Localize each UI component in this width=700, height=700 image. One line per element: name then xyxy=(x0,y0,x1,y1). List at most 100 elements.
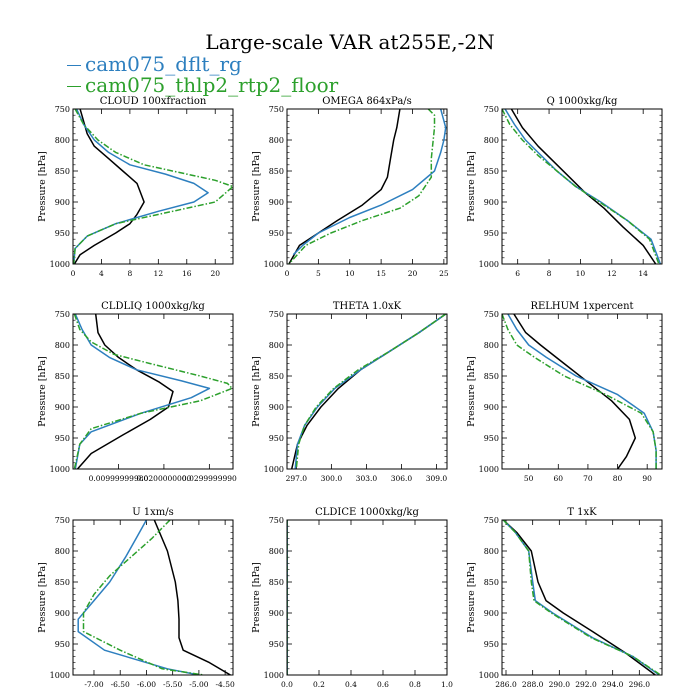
panel-title: THETA 1.0xK xyxy=(333,301,402,312)
y-tick-label: 850 xyxy=(55,167,70,176)
y-tick-label: 750 xyxy=(269,516,284,525)
y-tick-label: 950 xyxy=(55,640,70,649)
y-axis-label: Pressure [hPa] xyxy=(37,562,48,633)
plot-frame xyxy=(72,313,234,470)
legend-label: cam075_dflt_rg xyxy=(85,52,242,76)
series-line-1 xyxy=(502,109,660,264)
plot-frame xyxy=(72,519,234,676)
y-tick-label: 850 xyxy=(484,372,499,381)
y-tick-label: 1000 xyxy=(50,671,70,680)
x-tick-label: 303.0 xyxy=(356,474,378,483)
series-line-2 xyxy=(73,109,145,264)
y-tick-label: 900 xyxy=(269,403,284,412)
panel-title: RELHUM 1xpercent xyxy=(530,301,633,312)
panel-title: Q 1000xkg/kg xyxy=(547,96,618,107)
y-tick-label: 900 xyxy=(55,198,70,207)
series-line-1 xyxy=(73,314,233,469)
panel-1: OMEGA 864xPa/s Pressure [hPa] 750 800 850 900… xyxy=(251,96,449,278)
x-tick-label: 292.0 xyxy=(575,680,597,689)
series-line-2 xyxy=(153,520,231,675)
panel-5: RELHUM 1xpercent Pressure [hPa] 750 800 850 9… xyxy=(466,301,663,483)
y-tick-label: 750 xyxy=(269,105,284,114)
series-line-2 xyxy=(76,314,174,469)
x-tick-label: -6.00 xyxy=(137,680,156,689)
x-tick-label: 80 xyxy=(613,474,623,483)
y-tick-label: 750 xyxy=(484,516,499,525)
series-line-2 xyxy=(513,314,637,469)
y-axis-label: Pressure [hPa] xyxy=(466,356,477,427)
y-tick-label: 1000 xyxy=(50,465,70,474)
y-axis-label: Pressure [hPa] xyxy=(251,356,262,427)
x-tick-label: 0.8 xyxy=(409,680,421,689)
y-tick-label: 800 xyxy=(55,341,70,350)
y-tick-label: 900 xyxy=(55,609,70,618)
panel-0: CLOUD 100xfraction Pressure [hPa] 750 800 85… xyxy=(37,96,234,278)
x-tick-label: 10 xyxy=(345,269,355,278)
x-tick-label: 5 xyxy=(316,269,321,278)
series-line-1 xyxy=(288,109,436,264)
x-tick-label: 16 xyxy=(182,269,192,278)
y-tick-label: 850 xyxy=(269,372,284,381)
y-tick-label: 950 xyxy=(269,640,284,649)
series-line-1 xyxy=(295,314,447,469)
x-tick-label: 6 xyxy=(515,269,520,278)
x-tick-label: 15 xyxy=(376,269,386,278)
plot-frame xyxy=(286,313,448,470)
x-tick-label: 25 xyxy=(439,269,449,278)
y-tick-label: 850 xyxy=(484,167,499,176)
x-tick-label: 8 xyxy=(127,269,132,278)
legend-line-icon xyxy=(67,65,81,66)
y-tick-label: 1000 xyxy=(50,260,70,269)
x-tick-label: 12 xyxy=(154,269,164,278)
series-line-0 xyxy=(77,520,200,675)
x-tick-label: 0.6 xyxy=(377,680,389,689)
main-title: Large-scale VAR at255E,-2N xyxy=(205,30,495,54)
plot-frame xyxy=(72,108,234,265)
x-tick-label: 290.0 xyxy=(549,680,571,689)
y-tick-label: 900 xyxy=(269,609,284,618)
series-line-0 xyxy=(502,520,660,675)
y-axis-label: Pressure [hPa] xyxy=(251,562,262,633)
y-axis-label: Pressure [hPa] xyxy=(37,356,48,427)
legend-line-icon xyxy=(67,86,81,87)
panel-4: THETA 1.0xK Pressure [hPa] 750 800 850 900 950… xyxy=(251,301,448,483)
y-tick-label: 850 xyxy=(55,578,70,587)
y-tick-label: 1000 xyxy=(264,260,284,269)
panel-title: OMEGA 864xPa/s xyxy=(322,96,412,107)
y-tick-label: 850 xyxy=(55,372,70,381)
series-line-1 xyxy=(73,109,233,264)
panel-6: U 1xm/s Pressure [hPa] 750 800 850 900 950 1000… xyxy=(37,507,235,689)
plot-frame xyxy=(501,108,663,265)
y-tick-label: 900 xyxy=(484,198,499,207)
y-axis-label: Pressure [hPa] xyxy=(251,151,262,222)
x-tick-label: 20 xyxy=(210,269,220,278)
y-tick-label: 800 xyxy=(269,341,284,350)
y-tick-label: 750 xyxy=(55,516,70,525)
x-tick-label: 8 xyxy=(547,269,552,278)
legend-item-dflt: cam075_dflt_rg xyxy=(67,52,242,76)
y-tick-label: 950 xyxy=(484,434,499,443)
x-tick-label: 50 xyxy=(524,474,534,483)
legend-label: cam075_thlp2_rtp2_floor xyxy=(85,73,339,97)
y-tick-label: 900 xyxy=(484,403,499,412)
x-tick-label: 300.0 xyxy=(321,474,343,483)
plot-frame xyxy=(286,519,448,676)
series-line-1 xyxy=(502,520,662,675)
series-line-0 xyxy=(74,314,211,469)
y-tick-label: 800 xyxy=(55,547,70,556)
series-line-0 xyxy=(294,314,447,469)
y-axis-label: Pressure [hPa] xyxy=(466,151,477,222)
panel-title: CLDLIQ 1000xkg/kg xyxy=(101,301,205,312)
panel-title: U 1xm/s xyxy=(132,507,174,518)
series-line-1 xyxy=(82,520,205,675)
y-axis-label: Pressure [hPa] xyxy=(466,562,477,633)
x-tick-label: 4 xyxy=(99,269,104,278)
series-line-2 xyxy=(502,520,656,675)
y-tick-label: 750 xyxy=(55,105,70,114)
y-tick-label: 800 xyxy=(269,136,284,145)
x-tick-label: 90 xyxy=(642,474,652,483)
y-tick-label: 950 xyxy=(55,434,70,443)
y-tick-label: 1000 xyxy=(479,671,499,680)
